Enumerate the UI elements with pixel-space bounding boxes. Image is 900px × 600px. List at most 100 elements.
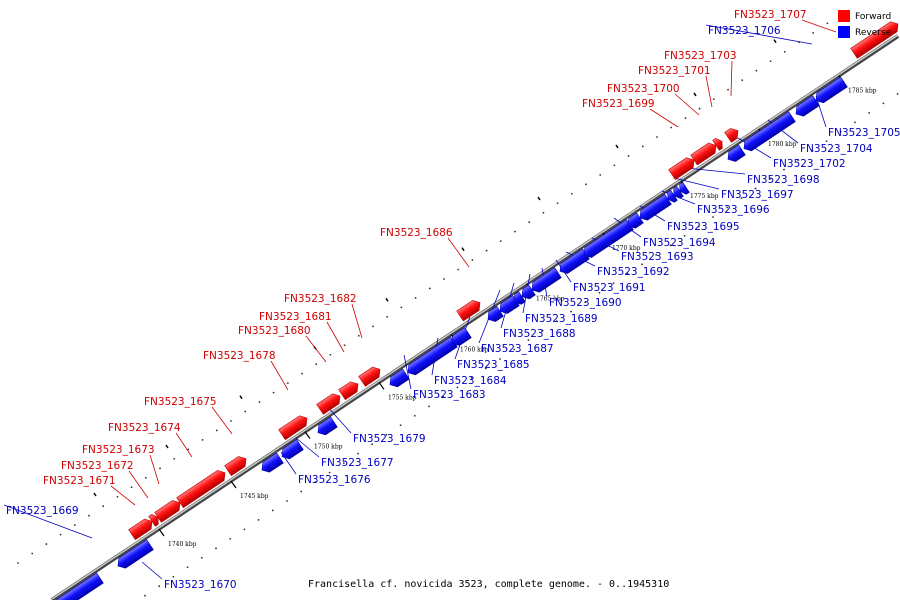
gene-FN3523_1677[interactable]	[279, 439, 304, 462]
gene-FN3523_1690[interactable]	[519, 284, 536, 302]
gene-label-FN3523_1702[interactable]: FN3523_1702	[773, 158, 846, 170]
reverse-arrow-icon	[451, 327, 472, 346]
gene-label-FN3523_1693[interactable]: FN3523_1693	[621, 251, 694, 263]
guide-dot	[357, 452, 359, 455]
scale-ticks: 1740 kbp 1745 kbp 1750 kbp 1755 kbp 1760 kbp…	[93, 39, 877, 548]
gene-FN3523_1705[interactable]	[793, 95, 820, 119]
gene-label-FN3523_1679[interactable]: FN3523_1679	[353, 433, 426, 445]
gene-label-FN3523_1696[interactable]: FN3523_1696	[697, 204, 770, 216]
gene-FN3523_1699[interactable]	[668, 155, 698, 181]
gene-label-FN3523_1704[interactable]: FN3523_1704	[800, 143, 873, 155]
gene-label-FN3523_1672[interactable]: FN3523_1672	[61, 460, 134, 472]
gene-label-FN3523_1703[interactable]: FN3523_1703	[664, 50, 737, 62]
guide-dot	[669, 244, 672, 247]
gene-FN3523_1707[interactable]	[850, 19, 900, 59]
guide-dot	[598, 291, 601, 294]
genome-backbone	[50, 34, 900, 600]
gene-label-FN3523_1678[interactable]: FN3523_1678	[203, 350, 276, 362]
gene-label-FN3523_1698[interactable]: FN3523_1698	[747, 174, 820, 186]
guide-dot	[158, 585, 161, 588]
gene-FN3523_1689[interactable]	[511, 291, 526, 307]
gene-FN3523_1703[interactable]	[724, 126, 742, 143]
guide-dot	[470, 377, 473, 379]
gene-FN3523_1704[interactable]	[741, 111, 796, 154]
gene-FN3523_1682[interactable]	[358, 364, 384, 387]
gene-FN3523_1679[interactable]	[315, 416, 338, 438]
gene-FN3523_1678[interactable]	[278, 413, 311, 441]
gene-FN3523_1694[interactable]	[625, 212, 644, 231]
gene-FN3523_1706[interactable]	[813, 76, 848, 106]
gene-label-FN3523_1695[interactable]: FN3523_1695	[667, 221, 740, 233]
gene-label-FN3523_1699[interactable]: FN3523_1699	[582, 98, 655, 110]
gene-label-FN3523_1686[interactable]: FN3523_1686	[380, 227, 453, 239]
gene-FN3523_1692[interactable]	[557, 248, 590, 276]
gene-label-FN3523_1689[interactable]: FN3523_1689	[525, 313, 598, 325]
gene-FN3523_1700[interactable]	[690, 140, 720, 166]
label-leader-lines	[3, 19, 837, 580]
scale-tick	[378, 381, 385, 390]
gene-label-FN3523_1673[interactable]: FN3523_1673	[82, 444, 155, 456]
gene-label-FN3523_1705[interactable]: FN3523_1705	[828, 127, 900, 139]
gene-label-FN3523_1682[interactable]: FN3523_1682	[284, 293, 357, 305]
gene-label-FN3523_1700[interactable]: FN3523_1700	[607, 83, 680, 95]
reverse-arrow-icon	[559, 248, 590, 274]
reverse-arrow-icon	[261, 452, 284, 473]
gene-FN3523_1675[interactable]	[224, 454, 250, 477]
gene-FN3523_1683[interactable]	[387, 368, 410, 390]
gene-FN3523_1672[interactable]	[148, 512, 162, 527]
reverse-arrow-icon	[667, 189, 678, 203]
gene-FN3523_1669[interactable]	[52, 572, 104, 600]
gene-FN3523_1697[interactable]	[671, 185, 684, 200]
legend-forward-label: Forward	[855, 12, 891, 22]
guide-dot	[484, 367, 487, 370]
gene-FN3523_1686[interactable]	[456, 298, 484, 322]
gene-FN3523_1680[interactable]	[316, 391, 344, 415]
guide-dot	[584, 301, 587, 304]
gene-FN3523_1698[interactable]	[677, 181, 690, 196]
gene-label-FN3523_1697[interactable]: FN3523_1697	[721, 189, 794, 201]
forward-arrow-icon	[316, 393, 341, 415]
gene-FN3523_1685[interactable]	[449, 327, 472, 349]
gene-label-FN3523_1688[interactable]: FN3523_1688	[503, 328, 576, 340]
gene-label-FN3523_1691[interactable]: FN3523_1691	[573, 282, 646, 294]
gene-FN3523_1681[interactable]	[338, 379, 362, 401]
gene-label-FN3523_1694[interactable]: FN3523_1694	[643, 237, 716, 249]
gene-FN3523_1696[interactable]	[665, 189, 678, 204]
guide-tick	[93, 492, 97, 497]
gene-label-FN3523_1669[interactable]: FN3523_1669	[6, 505, 79, 517]
gene-label-FN3523_1692[interactable]: FN3523_1692	[597, 266, 670, 278]
guide-dot	[186, 566, 189, 569]
guide-dot	[230, 420, 232, 422]
label-leader	[801, 19, 837, 33]
gene-label-FN3523_1680[interactable]: FN3523_1680	[238, 325, 311, 337]
guide-dot	[443, 278, 445, 280]
gene-label-FN3523_1677[interactable]: FN3523_1677	[321, 457, 394, 469]
gene-label-FN3523_1676[interactable]: FN3523_1676	[298, 474, 371, 486]
gene-FN3523_1674[interactable]	[176, 468, 229, 509]
gene-FN3523_1687[interactable]	[485, 305, 504, 324]
gene-label-FN3523_1684[interactable]: FN3523_1684	[434, 375, 507, 387]
gene-FN3523_1670[interactable]	[115, 539, 154, 571]
gene-FN3523_1684[interactable]	[405, 336, 458, 378]
gene-FN3523_1671[interactable]	[128, 516, 156, 541]
gene-label-FN3523_1674[interactable]: FN3523_1674	[108, 422, 181, 434]
gene-label-FN3523_1670[interactable]: FN3523_1670	[164, 579, 237, 591]
guide-dot	[585, 183, 587, 186]
gene-label-FN3523_1683[interactable]: FN3523_1683	[413, 389, 486, 401]
gene-FN3523_1691[interactable]	[529, 267, 562, 295]
gene-label-FN3523_1687[interactable]: FN3523_1687	[481, 343, 554, 355]
gene-label-FN3523_1685[interactable]: FN3523_1685	[457, 359, 530, 371]
gene-label-FN3523_1701[interactable]: FN3523_1701	[638, 65, 711, 77]
gene-FN3523_1701[interactable]	[712, 136, 726, 151]
gene-label-FN3523_1671[interactable]: FN3523_1671	[43, 475, 116, 487]
gene-label-FN3523_1707[interactable]: FN3523_1707	[734, 9, 807, 21]
gene-FN3523_1695[interactable]	[637, 193, 672, 223]
gene-label-FN3523_1681[interactable]: FN3523_1681	[259, 311, 332, 323]
gene-FN3523_1702[interactable]	[725, 144, 746, 164]
gene-FN3523_1693[interactable]	[581, 219, 634, 261]
gene-label-FN3523_1706[interactable]: FN3523_1706	[708, 25, 781, 37]
gene-FN3523_1673[interactable]	[154, 498, 184, 523]
gene-label-FN3523_1675[interactable]: FN3523_1675	[144, 396, 217, 408]
gene-label-FN3523_1690[interactable]: FN3523_1690	[549, 297, 622, 309]
gene-FN3523_1676[interactable]	[259, 452, 284, 475]
